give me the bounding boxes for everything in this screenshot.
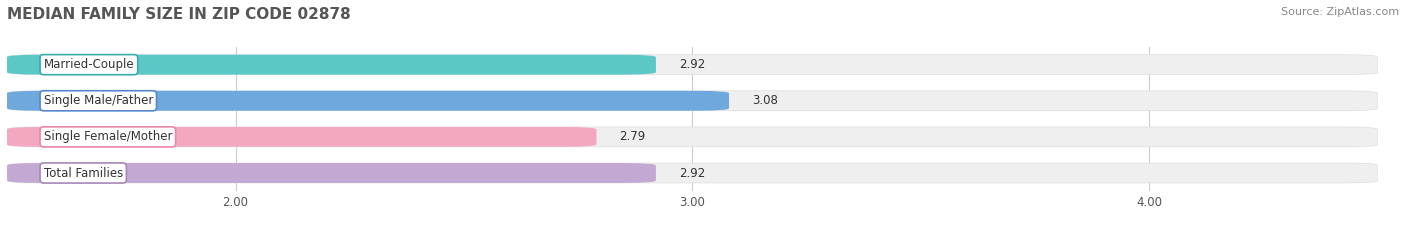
FancyBboxPatch shape [7, 163, 655, 183]
FancyBboxPatch shape [7, 91, 728, 111]
FancyBboxPatch shape [7, 55, 655, 75]
FancyBboxPatch shape [7, 163, 1378, 183]
Text: MEDIAN FAMILY SIZE IN ZIP CODE 02878: MEDIAN FAMILY SIZE IN ZIP CODE 02878 [7, 7, 350, 22]
Text: 3.08: 3.08 [752, 94, 778, 107]
Text: Single Female/Mother: Single Female/Mother [44, 130, 172, 143]
Text: Single Male/Father: Single Male/Father [44, 94, 153, 107]
Text: Source: ZipAtlas.com: Source: ZipAtlas.com [1281, 7, 1399, 17]
Text: Total Families: Total Families [44, 167, 122, 179]
FancyBboxPatch shape [7, 91, 1378, 111]
FancyBboxPatch shape [7, 127, 1378, 147]
Text: Married-Couple: Married-Couple [44, 58, 134, 71]
Text: 2.92: 2.92 [679, 58, 704, 71]
FancyBboxPatch shape [7, 127, 596, 147]
FancyBboxPatch shape [7, 55, 1378, 75]
Text: 2.92: 2.92 [679, 167, 704, 179]
Text: 2.79: 2.79 [619, 130, 645, 143]
